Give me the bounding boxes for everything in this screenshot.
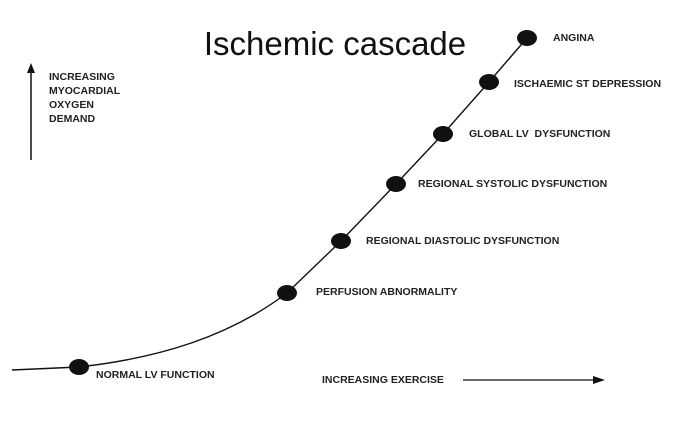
stage-label-perfusion-abnormality: PERFUSION ABNORMALITY — [316, 286, 457, 298]
stage-marker-perfusion-abnormality — [277, 285, 297, 301]
stage-marker-regional-systolic-dysfunction — [386, 176, 406, 192]
stage-marker-angina — [517, 30, 537, 46]
stage-label-ischaemic-st-depression: ISCHAEMIC ST DEPRESSION — [514, 78, 661, 90]
y-axis-label-line-3: OXYGEN — [49, 99, 94, 111]
y-axis-arrow-head — [27, 63, 35, 73]
x-axis-label: INCREASING EXERCISE — [322, 374, 444, 386]
stage-label-regional-diastolic-dysfunction: REGIONAL DIASTOLIC DYSFUNCTION — [366, 235, 559, 247]
stage-marker-regional-diastolic-dysfunction — [331, 233, 351, 249]
y-axis-label-line-4: DEMAND — [49, 113, 95, 125]
diagram-title: Ischemic cascade — [204, 25, 466, 62]
stage-marker-ischaemic-st-depression — [479, 74, 499, 90]
y-axis-label-line-1: INCREASING — [49, 71, 115, 83]
x-axis-arrow-head — [593, 376, 605, 384]
stage-label-global-lv-dysfunction: GLOBAL LV DYSFUNCTION — [469, 128, 610, 140]
stage-marker-global-lv-dysfunction — [433, 126, 453, 142]
y-axis-label-line-2: MYOCARDIAL — [49, 85, 121, 97]
y-axis-label: INCREASING MYOCARDIAL OXYGEN DEMAND — [49, 71, 123, 125]
stage-label-regional-systolic-dysfunction: REGIONAL SYSTOLIC DYSFUNCTION — [418, 178, 607, 190]
stage-label-normal-lv-function: NORMAL LV FUNCTION — [96, 369, 215, 381]
stage-marker-normal-lv-function — [69, 359, 89, 375]
stage-label-angina: ANGINA — [553, 32, 595, 44]
